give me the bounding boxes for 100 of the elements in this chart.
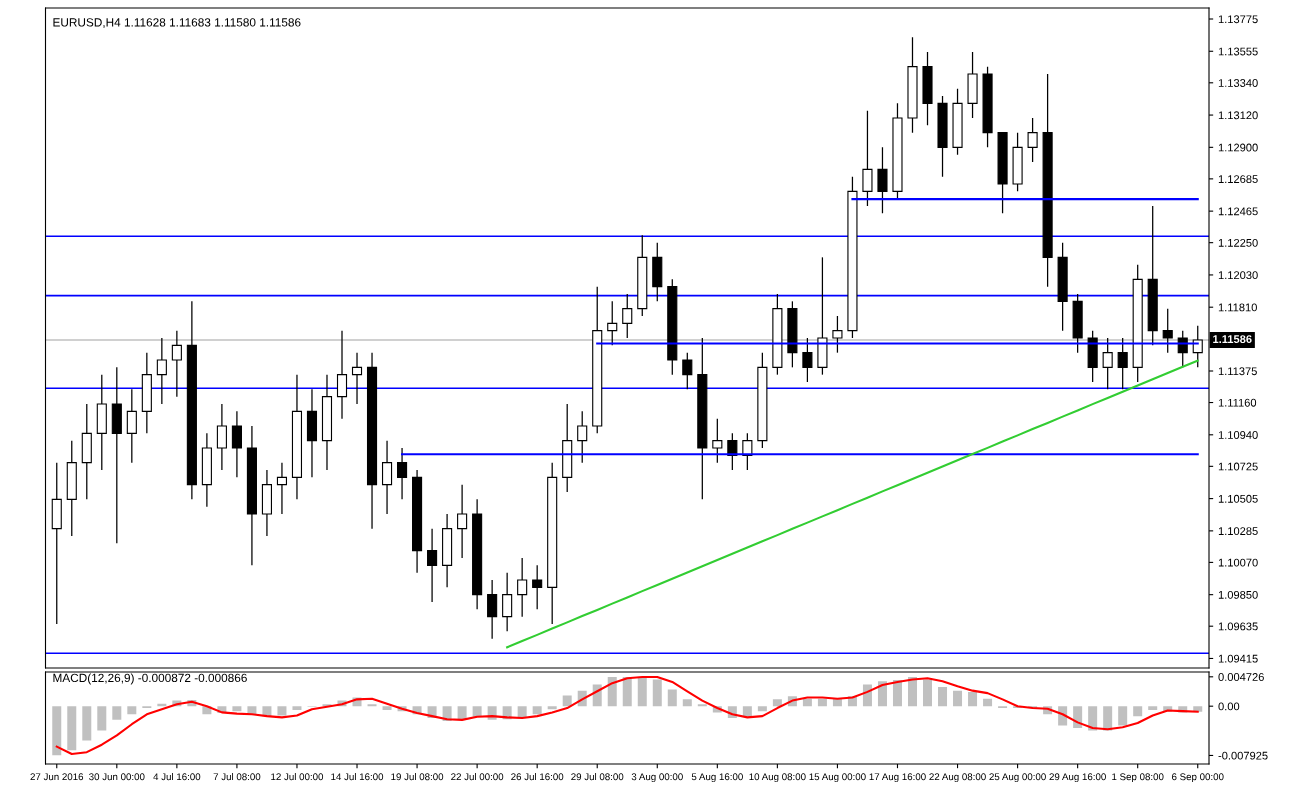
y-tick-label: 1.13340	[1218, 79, 1258, 87]
candlestick	[246, 425, 257, 566]
bar	[277, 706, 287, 716]
y-tick-label: 1.11810	[1218, 303, 1257, 312]
y-tick-label: 1.10940	[1218, 431, 1258, 439]
bar	[923, 679, 933, 707]
bar	[742, 706, 752, 717]
candlestick	[351, 352, 363, 405]
x-tick-label: 3 Aug 00:00	[631, 773, 683, 783]
bar	[232, 706, 242, 712]
bar	[1133, 706, 1143, 717]
x-tick-label: 26 Jul 16:00	[511, 773, 564, 781]
chart-title: MACD(12,26,9) -0.000872 -0.000866	[53, 673, 247, 685]
candlestick	[427, 528, 438, 603]
candlestick	[81, 403, 92, 500]
candlestick	[111, 366, 122, 544]
bar	[817, 698, 827, 707]
candlestick	[1042, 73, 1053, 288]
line-series	[55, 675, 1199, 756]
x-tick-label: 6 Sep 00:00	[1172, 773, 1224, 783]
candlestick	[442, 513, 453, 588]
y-tick-label: 1.09415	[1218, 654, 1258, 663]
y-tick-label: -0.007925	[1218, 751, 1268, 760]
candlestick	[291, 374, 303, 500]
candlestick	[171, 330, 182, 398]
bar	[802, 698, 812, 707]
bar	[457, 706, 467, 720]
bar	[607, 676, 617, 707]
x-tick-label: 7 Jul 08:00	[213, 773, 261, 781]
x-tick-label: 5 Aug 16:00	[691, 773, 743, 783]
y-tick-label: 1.11160	[1218, 398, 1257, 407]
y-tick-label: 0.004726	[1218, 673, 1264, 681]
bar	[547, 706, 557, 710]
y-tick-label: 1.10070	[1218, 558, 1258, 567]
x-tick-label: 30 Jun 00:00	[89, 773, 145, 781]
candlestick	[126, 388, 137, 464]
y-tick-label: 1.09635	[1218, 622, 1258, 631]
candlestick	[321, 374, 333, 471]
candlestick	[412, 469, 423, 574]
x-tick-label: 1 Sep 08:00	[1112, 773, 1164, 783]
candlestick	[517, 557, 528, 618]
y-tick-label: 1.12465	[1218, 207, 1258, 216]
bar	[757, 706, 767, 712]
bar	[292, 706, 302, 710]
candlestick	[51, 462, 62, 625]
candlestick	[487, 579, 498, 640]
candlestick	[201, 432, 212, 508]
bar	[1148, 706, 1158, 710]
y-tick-label: 1.13775	[1218, 15, 1258, 24]
bar	[67, 706, 77, 751]
bar	[983, 698, 993, 707]
candlestick	[66, 440, 77, 537]
bar	[112, 706, 122, 720]
x-tick-label: 22 Aug 08:00	[929, 773, 986, 783]
bar	[517, 706, 527, 718]
bar	[97, 706, 107, 731]
candlestick	[231, 410, 242, 478]
x-tick-label: 14 Jul 16:00	[331, 773, 384, 781]
bar	[382, 706, 392, 710]
bar	[532, 706, 542, 715]
bar	[667, 689, 677, 707]
x-tick-label: 4 Jul 16:00	[153, 773, 201, 781]
bar	[622, 676, 632, 707]
bar	[52, 706, 62, 756]
bar	[652, 679, 662, 707]
candlestick	[186, 300, 197, 500]
bar	[877, 681, 887, 707]
bar	[1073, 706, 1083, 728]
candlestick	[141, 352, 152, 434]
bar	[562, 695, 572, 707]
bar	[1118, 706, 1128, 726]
y-tick-label: 1.10505	[1218, 494, 1258, 503]
line-series	[506, 359, 1199, 649]
bar	[637, 676, 647, 707]
bar	[82, 706, 92, 741]
x-tick-label: 29 Jul 08:00	[571, 773, 624, 781]
bar	[938, 686, 948, 707]
x-tick-label: 17 Aug 16:00	[869, 773, 926, 783]
y-tick-label: 0.00	[1218, 702, 1240, 711]
candlestick	[502, 572, 513, 632]
candlestick	[216, 403, 227, 471]
candlestick	[877, 146, 888, 214]
text: EURUSD,H4 1.11628 1.11683 1.11580 1.11586	[53, 18, 301, 28]
x-tick-label: 27 Jun 2016	[30, 773, 84, 781]
y-tick-label: 1.13120	[1218, 111, 1258, 120]
bar	[968, 691, 978, 707]
candlestick	[457, 484, 468, 559]
y-tick-label: 1.13555	[1218, 47, 1258, 56]
y-tick-label: 1.11375	[1218, 367, 1257, 376]
y-tick-label: 1.12030	[1218, 271, 1258, 280]
x-tick-label: 22 Jul 00:00	[451, 773, 504, 781]
x-tick-label: 19 Jul 08:00	[391, 773, 444, 781]
candlestick	[96, 374, 107, 471]
candlestick	[336, 330, 348, 420]
bar	[892, 680, 902, 707]
y-tick-label: 1.10285	[1218, 527, 1258, 535]
x-tick-label: 29 Aug 16:00	[1049, 773, 1106, 783]
y-tick-label: 1.12900	[1218, 143, 1258, 152]
candlestick	[156, 337, 167, 405]
x-tick-label: 25 Aug 00:00	[989, 773, 1046, 783]
